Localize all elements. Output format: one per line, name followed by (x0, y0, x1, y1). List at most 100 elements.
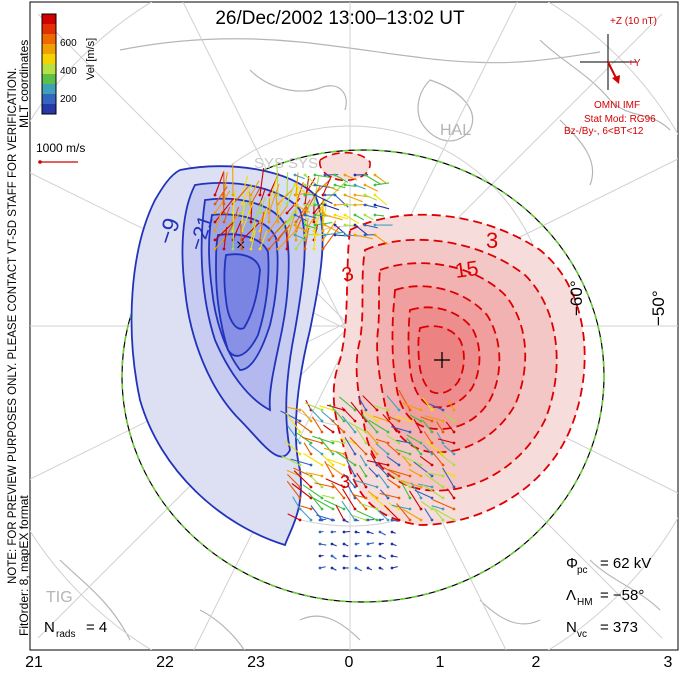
velocity-vector (295, 419, 312, 433)
stat-nvc-sub: vc (577, 629, 587, 640)
velocity-vector (431, 451, 444, 466)
velocity-vector-origin (298, 452, 302, 456)
velocity-vector (287, 513, 301, 521)
velocity-vector-origin (330, 566, 334, 570)
velocity-vector (322, 220, 337, 241)
velocity-vector (367, 490, 378, 499)
velocity-vector-origin (390, 518, 394, 522)
velocity-vector (304, 174, 318, 186)
side-note: NOTE: FOR PREVIEW PURPOSES ONLY. PLEASE … (7, 68, 19, 584)
mlt-tick-3: 3 (663, 654, 673, 671)
velocity-vector (331, 482, 345, 499)
velocity-vector (330, 439, 345, 444)
velocity-vector-origin (373, 173, 377, 177)
velocity-vector-origin (303, 193, 307, 197)
velocity-vector (437, 438, 455, 444)
velocity-vector (286, 469, 301, 477)
velocity-vector (250, 222, 257, 241)
velocity-vector-origin (213, 220, 217, 224)
stat-nvc-symbol: N (566, 619, 577, 636)
station-label-hal: HAL (440, 122, 471, 139)
velocity-vector-origin (375, 496, 379, 500)
velocity-vector (323, 424, 334, 433)
velocity-vector-origin (397, 463, 401, 467)
stat-phi-symbol: Φ (566, 555, 578, 572)
velocity-vector (214, 186, 228, 205)
velocity-vector-origin (452, 496, 456, 500)
velocity-vector-origin (353, 213, 357, 217)
velocity-vector (401, 455, 411, 466)
velocity-vector (259, 230, 268, 250)
velocity-vector-origin (321, 247, 325, 251)
velocity-vector (422, 420, 433, 433)
velocity-vector (396, 503, 411, 521)
reference-vector-label: 1000 m/s (36, 141, 85, 155)
fit-note: FitOrder: 8, mapEX format (17, 495, 31, 636)
velocity-vector-origin (303, 223, 307, 227)
velocity-vector-origin (419, 452, 423, 456)
velocity-vector-origin (330, 542, 334, 546)
velocity-vector-origin (323, 203, 327, 207)
velocity-vector (300, 509, 312, 521)
velocity-vector (348, 421, 367, 433)
velocity-vector (352, 493, 367, 499)
velocity-vector (358, 396, 367, 411)
positive-cell (318, 151, 586, 526)
velocity-vector (344, 437, 356, 455)
imf-condition: Bz-/By-, 6<BT<12 (564, 126, 644, 137)
velocity-vector (391, 426, 411, 433)
velocity-vector (241, 222, 260, 241)
velocity-vector-origin (320, 474, 324, 478)
velocity-vector-origin (441, 430, 445, 434)
velocity-vector (420, 416, 433, 422)
station-label-sys-2: SYS (288, 155, 318, 172)
velocity-vector (436, 432, 444, 444)
velocity-vector (432, 507, 444, 521)
velocity-vector (259, 211, 265, 241)
velocity-vector-origin (386, 496, 390, 500)
velocity-vector-origin (419, 496, 423, 500)
velocity-vector-origin (408, 419, 412, 423)
velocity-vector (375, 443, 389, 455)
velocity-vector-origin (397, 430, 401, 434)
velocity-vector (408, 468, 422, 477)
velocity-vector-origin (354, 530, 358, 534)
velocity-vector-origin (366, 530, 370, 534)
velocity-vector-origin (320, 419, 324, 423)
velocity-vector-origin (408, 463, 412, 467)
velocity-vector (324, 231, 345, 236)
velocity-vector-origin (375, 474, 379, 478)
velocity-vector-origin (363, 173, 367, 177)
mlt-tick-21: 21 (25, 654, 43, 671)
velocity-vector (420, 501, 433, 510)
velocity-vector (369, 444, 378, 455)
velocity-vector (259, 168, 265, 196)
velocity-vector-origin (298, 408, 302, 412)
mlt-tick-23: 23 (247, 654, 265, 671)
velocity-vector-origin (419, 408, 423, 412)
velocity-vector-origin (293, 193, 297, 197)
velocity-vector (214, 190, 231, 214)
velocity-vector-origin (213, 202, 217, 206)
velocity-vector (374, 204, 390, 210)
velocity-vector-origin (375, 507, 379, 511)
velocity-vector-origin (419, 430, 423, 434)
velocity-vector (414, 489, 433, 499)
velocity-vector (424, 415, 444, 422)
velocity-vector-origin (331, 463, 335, 467)
velocity-vector (422, 444, 433, 455)
velocity-vector-origin (353, 430, 357, 434)
velocity-vector-origin (397, 441, 401, 445)
velocity-vector (354, 224, 369, 236)
velocity-vector (386, 395, 400, 411)
mlt-tick-1: 1 (435, 654, 445, 671)
velocity-vector-origin (333, 213, 337, 217)
velocity-vector-origin (441, 419, 445, 423)
velocity-vector (436, 421, 444, 433)
velocity-vector (341, 407, 356, 422)
velocity-vector-origin (430, 430, 434, 434)
velocity-vector-origin (303, 183, 307, 187)
velocity-vector (277, 227, 299, 250)
velocity-vector-origin (303, 213, 307, 217)
velocity-vector-origin (386, 408, 390, 412)
